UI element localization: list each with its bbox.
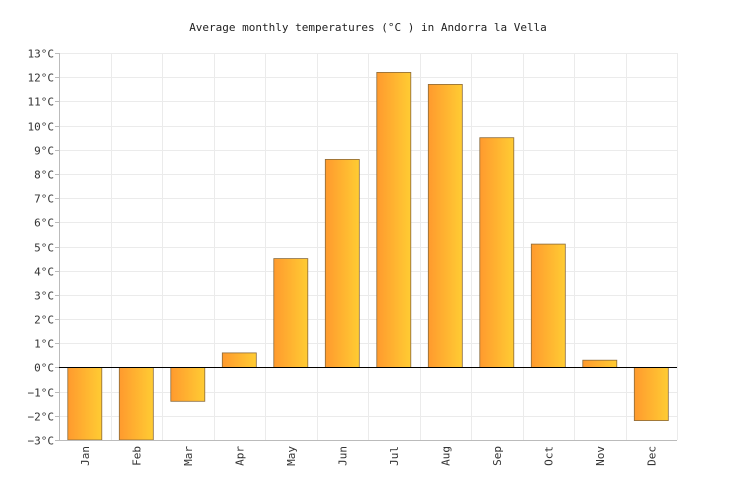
x-tick-label: Dec	[645, 446, 658, 466]
y-tick-label: 8°C	[34, 169, 54, 182]
x-tick-label: Jul	[388, 446, 401, 466]
x-tick-label: Apr	[233, 446, 246, 466]
y-tick-label: 3°C	[34, 290, 54, 303]
bar-may	[273, 258, 309, 368]
y-tick-label: 13°C	[28, 48, 55, 61]
y-tick-labels: −3°C −2°C −1°C 0°C 1°C 2°C 3°C 4°C 5°C 6°C 7°C 8°C 9…	[28, 48, 55, 448]
bar-apr	[221, 352, 257, 368]
y-tick-label: 11°C	[28, 96, 55, 109]
y-tick-label: −3°C	[28, 435, 55, 448]
bar-sep	[479, 137, 515, 368]
y-tick-label: 4°C	[34, 266, 54, 279]
bar-aug	[427, 84, 463, 368]
bar-jun	[324, 158, 360, 368]
bar-feb	[118, 366, 154, 441]
y-tick-label: 1°C	[34, 338, 54, 351]
y-tick-label: 2°C	[34, 314, 54, 327]
x-tick-label: Feb	[130, 446, 143, 466]
bar-nov	[582, 359, 618, 368]
x-tick-label: Nov	[594, 446, 607, 466]
bar-jul	[376, 72, 412, 368]
x-tick-label: Jun	[336, 446, 349, 466]
y-tick-label: 7°C	[34, 193, 54, 206]
y-tick-label: 10°C	[28, 121, 55, 134]
y-tick-label: 12°C	[28, 72, 55, 85]
x-tick-label: May	[285, 446, 298, 466]
x-tick-label: Aug	[439, 446, 452, 466]
chart-title: Average monthly temperatures (°C ) in An…	[189, 21, 547, 34]
bar-dec	[633, 366, 669, 421]
y-tick-label: 5°C	[34, 242, 54, 255]
axis-layer	[55, 53, 677, 441]
bar-oct	[530, 243, 566, 368]
bar-mar	[170, 366, 206, 402]
x-tick-label: Jan	[79, 446, 92, 466]
y-tick-label: 9°C	[34, 145, 54, 158]
y-tick-label: 6°C	[34, 217, 54, 230]
bar-jan	[67, 366, 103, 441]
y-tick-label: −2°C	[28, 411, 55, 424]
bars-layer	[67, 72, 669, 441]
x-tick-label: Oct	[542, 446, 555, 466]
y-tick-label: −1°C	[28, 387, 55, 400]
x-tick-label: Sep	[491, 446, 504, 466]
x-tick-labels: Jan Feb Mar Apr May Jun Jul Aug Sep Oct Nov Dec	[79, 446, 659, 466]
y-tick-label: 0°C	[34, 362, 54, 375]
x-tick-label: Mar	[182, 446, 195, 466]
